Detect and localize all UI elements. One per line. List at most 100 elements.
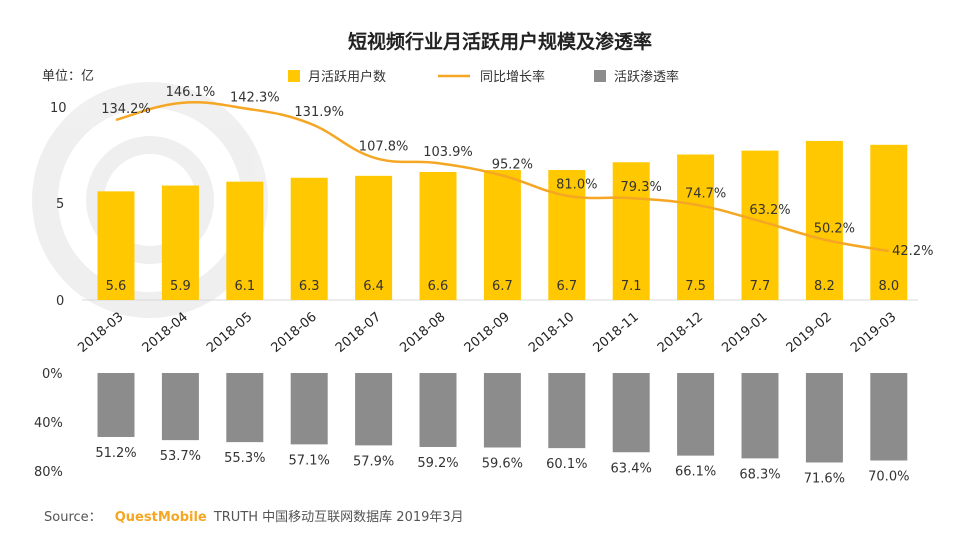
x-tick-label: 2018-09 [462, 310, 513, 356]
x-tick-label: 2018-11 [591, 310, 642, 356]
mau-bar-label: 7.1 [621, 279, 642, 294]
mau-bar [483, 170, 521, 300]
penetration-bar [161, 373, 199, 441]
penetration-label: 60.1% [546, 457, 587, 472]
penetration-label: 70.0% [868, 470, 909, 485]
mau-bar [161, 185, 199, 300]
penetration-bars [97, 373, 908, 463]
growth-label: 50.2% [814, 222, 855, 237]
legend-swatch-mau [288, 70, 300, 82]
penetration-label: 55.3% [224, 451, 265, 466]
penetration-bar [355, 373, 393, 446]
penetration-label: 66.1% [675, 465, 716, 480]
mau-bar [355, 175, 393, 300]
mau-bar [419, 171, 457, 300]
mau-bar [226, 181, 264, 300]
y-bottom-tick-0: 0% [42, 367, 63, 382]
penetration-bar [419, 373, 457, 447]
mau-bar-label: 8.2 [814, 279, 835, 294]
penetration-bar [97, 373, 135, 437]
x-tick-label: 2018-03 [75, 310, 126, 356]
source-brand: QuestMobile [115, 510, 207, 525]
penetration-bar [870, 373, 908, 461]
growth-labels: 134.2% 146.1% 142.3% 131.9% 107.8% 103.9% 95.2… [101, 85, 933, 259]
mau-bar-label: 7.7 [750, 279, 771, 294]
growth-label: 103.9% [423, 145, 473, 160]
watermark [32, 82, 268, 318]
x-tick-label: 2019-03 [848, 310, 899, 356]
y-top-tick-0: 0 [56, 294, 64, 309]
mau-bar [97, 191, 135, 300]
penetration-bar [612, 373, 650, 453]
mau-bar-label: 6.1 [234, 279, 255, 294]
y-top-tick-10: 10 [50, 101, 67, 116]
growth-label: 95.2% [492, 157, 533, 172]
x-tick-label: 2019-01 [719, 310, 770, 356]
mau-bar-label: 6.7 [492, 279, 513, 294]
growth-label: 134.2% [101, 102, 151, 117]
legend: 月活跃用户数 同比增长率 活跃渗透率 [288, 69, 679, 85]
penetration-label: 51.2% [95, 446, 136, 461]
mau-bar [677, 154, 715, 300]
penetration-bar [805, 373, 843, 463]
legend-swatch-penetration [594, 70, 606, 82]
mau-bar-label: 8.0 [878, 279, 899, 294]
source-prefix: Source： [44, 510, 102, 525]
mau-bar-label: 5.9 [170, 279, 191, 294]
growth-line [115, 100, 890, 253]
penetration-bar [290, 373, 328, 445]
x-tick-label: 2019-02 [784, 310, 835, 356]
x-tick-labels: 2018-03 2018-04 2018-05 2018-06 2018-07 2018-… [75, 310, 899, 356]
source-line: Source： QuestMobile TRUTH 中国移动互联网数据库 201… [44, 506, 464, 525]
x-tick-label: 2018-10 [526, 310, 577, 356]
mau-bar [612, 162, 650, 300]
x-tick-label: 2018-07 [333, 310, 384, 356]
penetration-label: 63.4% [611, 461, 652, 476]
penetration-bar [677, 373, 715, 456]
chart-title: 短视频行业月活跃用户规模及渗透率 [348, 30, 652, 53]
penetration-bar [548, 373, 586, 449]
mau-bar-label: 7.5 [685, 279, 706, 294]
penetration-label: 59.2% [417, 456, 458, 471]
legend-label-mau: 月活跃用户数 [308, 69, 386, 85]
growth-label: 146.1% [166, 85, 216, 100]
penetration-label: 71.6% [804, 472, 845, 487]
x-tick-label: 2018-05 [204, 310, 255, 356]
penetration-label: 59.6% [482, 457, 523, 472]
mau-bar-label: 6.7 [556, 279, 577, 294]
growth-label: 81.0% [556, 178, 597, 193]
mau-bar [290, 177, 328, 300]
growth-label: 142.3% [230, 90, 280, 105]
penetration-label: 57.9% [353, 454, 394, 469]
source-suffix: TRUTH 中国移动互联网数据库 2019年3月 [213, 509, 464, 525]
x-tick-label: 2018-06 [269, 310, 320, 356]
mau-bar-label: 6.4 [363, 279, 384, 294]
legend-label-penetration: 活跃渗透率 [614, 69, 679, 85]
growth-label: 42.2% [892, 244, 933, 259]
penetration-bar [483, 373, 521, 448]
growth-label: 107.8% [359, 140, 409, 155]
growth-label: 74.7% [685, 187, 726, 202]
penetration-bar [741, 373, 779, 459]
penetration-label: 68.3% [739, 467, 780, 482]
x-tick-label: 2018-12 [655, 310, 706, 356]
mau-bar-label: 6.6 [428, 279, 449, 294]
growth-label: 63.2% [749, 203, 790, 218]
mau-bar-label: 6.3 [299, 279, 320, 294]
mau-bar-label: 5.6 [106, 279, 127, 294]
x-tick-label: 2018-08 [397, 310, 448, 356]
mau-bar [870, 144, 908, 300]
penetration-labels: 51.2% 53.7% 55.3% 57.1% 57.9% 59.2% 59.6% 60.1%… [95, 446, 909, 487]
mau-bar-labels: 5.6 5.9 6.1 6.3 6.4 6.6 6.7 6.7 7.1 7.5 7.7 8.2 8.0 [106, 279, 899, 294]
penetration-label: 57.1% [289, 453, 330, 468]
y-bottom-tick-40: 40% [34, 416, 63, 431]
penetration-label: 53.7% [160, 449, 201, 464]
growth-label: 131.9% [294, 105, 344, 120]
mau-bar [805, 140, 843, 300]
growth-label: 79.3% [621, 180, 662, 195]
penetration-bar [226, 373, 264, 443]
y-bottom-tick-80: 80% [34, 465, 63, 480]
unit-label: 单位：亿 [42, 69, 94, 84]
legend-label-growth: 同比增长率 [480, 69, 545, 85]
